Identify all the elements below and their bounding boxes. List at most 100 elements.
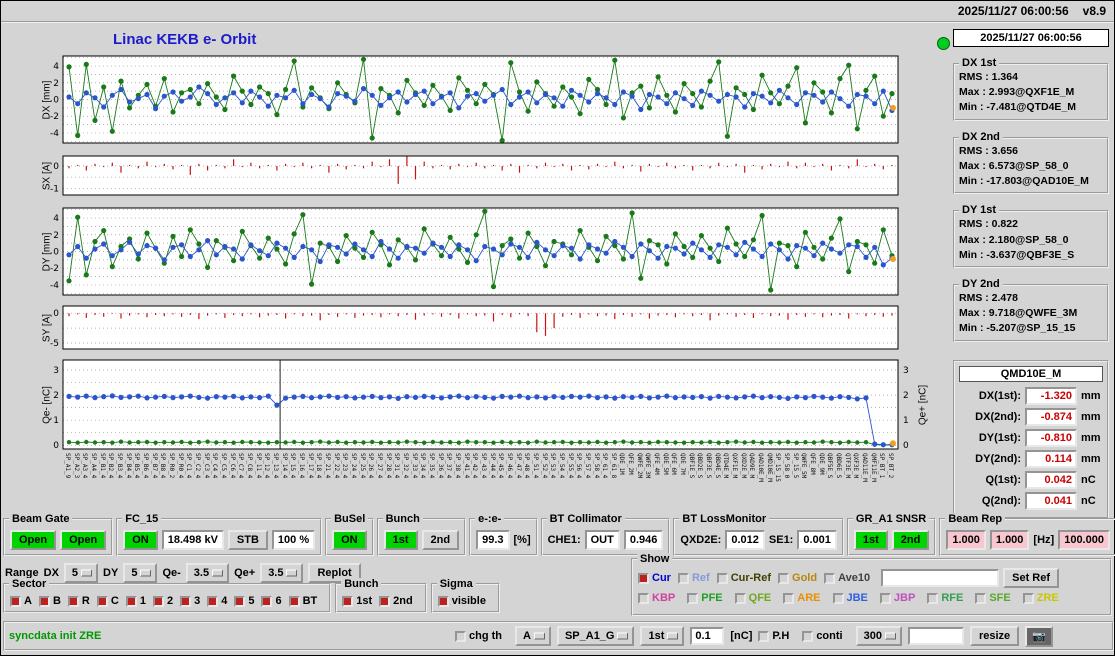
range-item-dropdown[interactable]: 5 <box>123 563 158 583</box>
resize-button[interactable]: resize <box>969 626 1020 646</box>
checkbox[interactable] <box>975 592 987 604</box>
checkbox[interactable] <box>455 630 466 642</box>
checkbox[interactable] <box>152 595 164 607</box>
x-axis-labels: SP_A1_9 SP_A2_3 SP_A3_4 SP_A4_4 SP_B1_4 SP_B2… <box>64 453 894 482</box>
checkbox[interactable] <box>125 595 137 607</box>
sector-option[interactable]: C <box>96 595 119 607</box>
monitor-group-dropdown[interactable]: A <box>515 626 551 646</box>
checkbox[interactable] <box>67 595 79 607</box>
bunch-option[interactable]: 1st <box>342 595 372 607</box>
checkbox[interactable] <box>778 572 790 584</box>
checkbox-label: 5 <box>248 595 255 607</box>
show-option[interactable]: Ave10 <box>824 572 870 584</box>
sector-option[interactable]: BT <box>288 595 317 607</box>
checkbox[interactable] <box>638 572 649 584</box>
range-item-dropdown[interactable]: 5 <box>63 563 99 583</box>
ref-file-input[interactable] <box>881 569 1000 587</box>
show-option[interactable]: QFE <box>734 592 771 604</box>
checkbox[interactable] <box>379 595 391 607</box>
sector-option[interactable]: 1 <box>125 595 146 607</box>
checkbox[interactable] <box>38 595 50 607</box>
gr-a1-2nd-button[interactable]: 2nd <box>891 530 930 550</box>
checkbox[interactable] <box>10 595 21 607</box>
checkbox[interactable] <box>802 630 814 642</box>
show-option[interactable]: JBP <box>879 592 915 604</box>
bunch-select-dropdown[interactable]: 1st <box>640 626 685 646</box>
sy-axis-label: SY [A] <box>41 313 53 343</box>
camera-button[interactable]: 📷 <box>1025 625 1053 647</box>
range-item-dropdown[interactable]: 3.5 <box>260 563 304 583</box>
checkbox-label: RFE <box>941 592 964 604</box>
show-option[interactable]: Ref <box>677 572 710 584</box>
checkbox[interactable] <box>716 572 728 584</box>
checkbox-label: Cur-Ref <box>730 572 772 584</box>
extra-input[interactable] <box>907 627 964 645</box>
checkbox[interactable] <box>687 592 699 604</box>
bpm-select-dropdown[interactable]: SP_A1_G <box>556 626 635 646</box>
fc15-stb-button[interactable]: STB <box>227 530 268 550</box>
range-item-dropdown[interactable]: 3.5 <box>185 563 230 583</box>
gr-a1-1st-button[interactable]: 1st <box>853 530 888 550</box>
sector-option[interactable]: 5 <box>234 595 254 607</box>
checkbox[interactable] <box>437 595 449 607</box>
sector-option[interactable]: 4 <box>207 595 227 607</box>
conti-option[interactable]: conti <box>802 630 843 642</box>
show-option[interactable]: RFE <box>927 592 963 604</box>
set-ref-button[interactable]: Set Ref <box>1003 568 1060 588</box>
sector-option[interactable]: 6 <box>261 595 282 607</box>
checkbox[interactable] <box>207 595 219 607</box>
beam-rep-pct-label: [%] <box>1114 534 1115 546</box>
beam-gate-open-1-button[interactable]: Open <box>10 530 57 550</box>
checkbox-label: JBE <box>846 592 868 604</box>
beam-gate-open-2-button[interactable]: Open <box>60 530 107 550</box>
busel-group: BuSel ON <box>325 513 374 556</box>
sector-option[interactable]: A <box>10 595 32 607</box>
chg-th-option[interactable]: chg th <box>455 630 502 642</box>
show-option[interactable]: Cur-Ref <box>716 572 772 584</box>
checkbox[interactable] <box>96 595 108 607</box>
show-option[interactable]: JBE <box>832 592 868 604</box>
ph-option[interactable]: P.H <box>758 630 789 642</box>
show-option[interactable]: Gold <box>778 572 817 584</box>
checkbox[interactable] <box>288 595 300 607</box>
bunch-1st-button[interactable]: 1st <box>383 530 418 550</box>
sector-option[interactable]: 2 <box>152 595 173 607</box>
sector-option[interactable]: B <box>38 595 61 607</box>
checkbox[interactable] <box>879 592 891 604</box>
svg-text:-4: -4 <box>50 281 59 291</box>
show-option[interactable]: ZRE <box>1022 592 1059 604</box>
threshold-input[interactable] <box>690 627 725 645</box>
checkbox[interactable] <box>783 592 795 604</box>
stat-row: Min : -17.803@QAD10E_M <box>959 175 1089 188</box>
checkbox-label: 1 <box>139 595 146 607</box>
show-option[interactable]: PFE <box>687 592 723 604</box>
checkbox[interactable] <box>261 595 273 607</box>
checkbox[interactable] <box>677 572 689 584</box>
checkbox[interactable] <box>734 592 746 604</box>
checkbox-label: visible <box>451 595 486 607</box>
sigma-option[interactable]: visible <box>437 595 486 607</box>
bunch-option[interactable]: 2nd <box>379 595 413 607</box>
interval-dropdown[interactable]: 300 <box>855 626 902 646</box>
show-option[interactable]: ARE <box>783 592 821 604</box>
busel-on-button[interactable]: ON <box>332 530 367 550</box>
show-option[interactable]: SFE <box>975 592 1011 604</box>
checkbox[interactable] <box>638 592 649 604</box>
show-option[interactable]: Cur <box>638 572 671 584</box>
sector-option[interactable]: 3 <box>180 595 200 607</box>
checkbox[interactable] <box>758 630 770 642</box>
checkbox[interactable] <box>832 592 844 604</box>
bunch-2nd-button[interactable]: 2nd <box>421 530 460 550</box>
show-option[interactable]: KBP <box>638 592 675 604</box>
checkbox[interactable] <box>1022 592 1034 604</box>
checkbox[interactable] <box>342 595 354 607</box>
qmd-device-name[interactable]: QMD10E_M <box>959 365 1103 382</box>
group-title: Sigma <box>436 578 476 590</box>
sector-option[interactable]: R <box>67 595 90 607</box>
fc15-on-button[interactable]: ON <box>123 530 158 550</box>
checkbox[interactable] <box>927 592 939 604</box>
checkbox[interactable] <box>234 595 246 607</box>
checkbox[interactable] <box>180 595 192 607</box>
checkbox[interactable] <box>824 572 836 584</box>
